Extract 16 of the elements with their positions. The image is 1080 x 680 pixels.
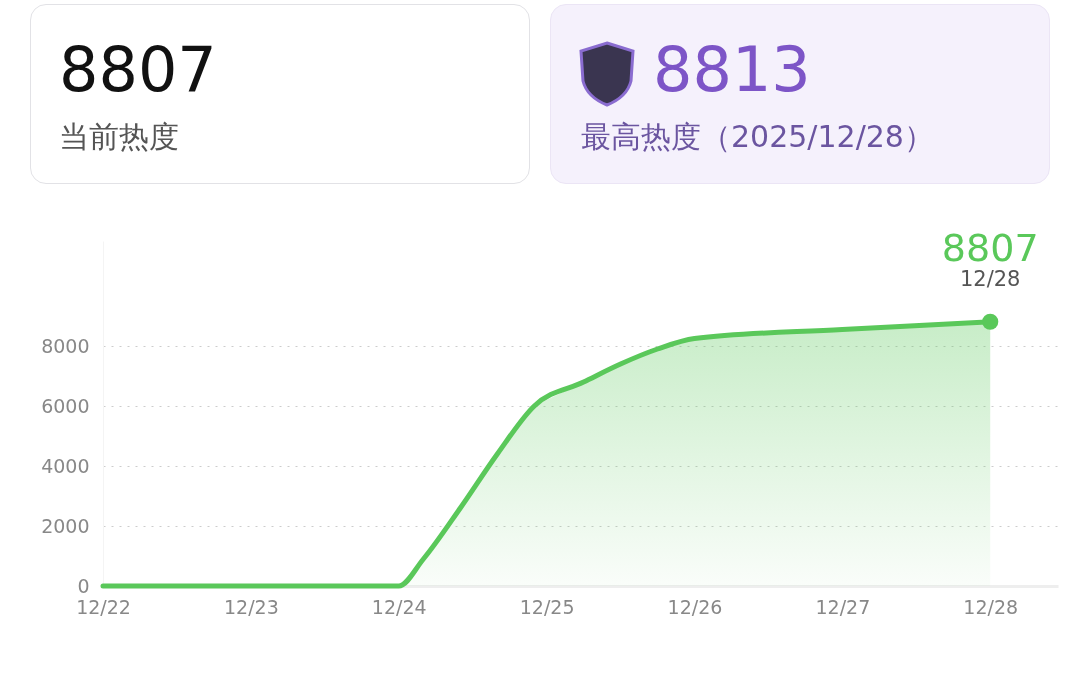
x-tick-label: 12/26 [667,595,723,618]
y-tick-label: 8000 [41,334,90,357]
text: 当前热度 [59,118,179,156]
y-tick-label: 0 [77,574,90,597]
x-tick-label: 12/22 [76,595,131,618]
text: 8807 [59,33,217,107]
y-tick-label: 6000 [41,394,90,417]
x-tick-label: 12/24 [371,595,427,618]
text: 最高热度（2025/12/28） [581,118,934,156]
x-tick-label: 12/27 [815,595,871,618]
y-tick-label: 2000 [41,514,90,537]
x-tick-label: 12/25 [519,595,575,618]
x-tick-label: 12/23 [223,595,279,618]
y-tick-label: 4000 [41,454,90,477]
text: 8813 [653,33,811,107]
x-tick-label: 12/28 [963,595,1019,618]
